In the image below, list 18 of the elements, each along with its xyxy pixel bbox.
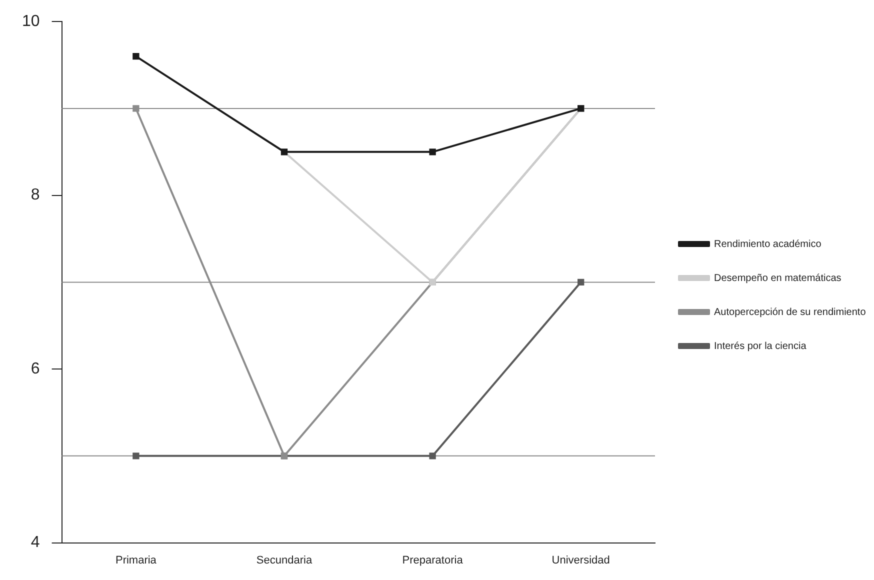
x-tick-label: Primaria (115, 554, 158, 566)
y-tick-label: 10 (22, 13, 40, 30)
legend-label: Autopercepción de su rendimiento (714, 306, 866, 318)
x-tick-label: Preparatoria (402, 554, 464, 566)
point (429, 148, 436, 156)
legend-label: Desempeño en matemáticas (714, 272, 842, 284)
legend-label: Rendimiento académico (714, 238, 822, 250)
point (578, 278, 584, 286)
point (132, 105, 140, 112)
point (132, 53, 140, 60)
legend-label: Interés por la ciencia (714, 340, 807, 352)
y-tick-label: 8 (30, 186, 40, 204)
y-tick-label: 4 (30, 534, 40, 552)
point (429, 452, 436, 460)
y-tick-label: 6 (30, 360, 40, 378)
x-tick-label: Secundaria (256, 554, 313, 566)
x-tick-label: Universidad (552, 554, 610, 566)
point (132, 452, 140, 460)
